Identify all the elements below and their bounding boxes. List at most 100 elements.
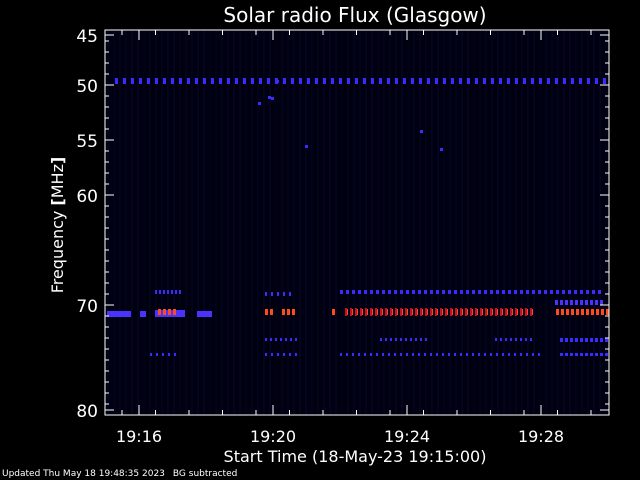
- noise-dot: [276, 80, 279, 83]
- time-stripe: [473, 30, 475, 415]
- band-68-mhz: [598, 290, 601, 294]
- time-stripe: [311, 30, 313, 415]
- noise-dot: [420, 130, 423, 133]
- time-stripe: [281, 30, 283, 415]
- noise-dot: [258, 102, 261, 105]
- time-stripe: [377, 30, 379, 415]
- band-68-mhz: [155, 290, 157, 294]
- time-stripe: [335, 30, 337, 415]
- band-70-5-mhz-red: [591, 309, 594, 315]
- y-axis-bracket-open: [: [48, 198, 67, 205]
- band-49-5-mhz: [443, 78, 446, 84]
- band-70-5-mhz-red: [566, 309, 569, 315]
- band-69-mhz: [565, 300, 568, 305]
- band-49-5-mhz: [419, 78, 422, 84]
- band-68-mhz: [490, 290, 493, 294]
- band-74-mhz: [364, 353, 366, 356]
- x-ticks: 19:16 19:20 19:24 19:28: [116, 30, 592, 446]
- time-stripe: [389, 30, 391, 415]
- band-68-mhz: [550, 290, 553, 294]
- band-74-mhz: [370, 353, 372, 356]
- band-73-mhz: [515, 338, 517, 341]
- band-49-5-mhz: [475, 78, 478, 84]
- band-73-mhz: [275, 338, 277, 341]
- band-70-5-mhz-dark: [370, 308, 372, 316]
- band-68-mhz: [556, 290, 559, 294]
- band-49-5-mhz: [195, 78, 198, 84]
- band-73-mhz: [505, 338, 507, 341]
- band-49-5-mhz: [211, 78, 214, 84]
- y-axis-label-text: Frequency: [48, 206, 67, 294]
- band-73-mhz: [410, 338, 412, 341]
- band-74-mhz: [265, 353, 267, 356]
- footer-note: BG subtracted: [172, 469, 238, 479]
- band-73-mhz: [380, 338, 382, 341]
- time-stripe: [395, 30, 397, 415]
- band-70-5-mhz-dark: [495, 308, 497, 316]
- time-stripe: [353, 30, 355, 415]
- band-73-mhz: [520, 338, 522, 341]
- band-73-mhz: [600, 338, 603, 342]
- band-68-mhz: [271, 292, 273, 296]
- band-49-5-mhz: [515, 78, 518, 84]
- band-73-mhz: [405, 338, 407, 341]
- time-stripe: [497, 30, 499, 415]
- band-70-5-mhz-dark: [375, 308, 377, 316]
- band-49-5-mhz: [427, 78, 430, 84]
- time-stripe: [515, 30, 517, 415]
- time-stripe: [383, 30, 385, 415]
- band-70-5-mhz-dark: [420, 308, 422, 316]
- time-stripe: [413, 30, 415, 415]
- band-74-mhz: [508, 353, 510, 356]
- band-70-5-mhz-red: [586, 309, 589, 315]
- band-73-mhz: [420, 338, 422, 341]
- time-stripe: [149, 30, 151, 415]
- band-70-5-mhz-dark: [520, 308, 522, 316]
- band-70-5-mhz-dark: [415, 308, 417, 316]
- band-49-5-mhz: [523, 78, 526, 84]
- band-73-mhz: [580, 338, 583, 342]
- band-68-mhz: [430, 290, 433, 294]
- band-74-mhz: [565, 353, 568, 356]
- time-stripe: [197, 30, 199, 415]
- time-stripe: [161, 30, 163, 415]
- time-stripe: [479, 30, 481, 415]
- band-68-mhz: [448, 290, 451, 294]
- band-73-mhz: [575, 338, 578, 342]
- band-69-mhz: [595, 300, 598, 305]
- band-69-mhz: [580, 300, 583, 305]
- band-49-5-mhz: [307, 78, 310, 84]
- band-70-5-mhz-dark: [465, 308, 467, 316]
- band-70-5-mhz-dark: [360, 308, 362, 316]
- band-74-mhz: [382, 353, 384, 356]
- band-69-mhz: [590, 300, 593, 305]
- band-70-5-mhz-dark: [405, 308, 407, 316]
- band-68-mhz: [418, 290, 421, 294]
- y-axis-label-unit: MHz: [48, 164, 67, 198]
- band-70-5-mhz-red: [292, 309, 295, 315]
- band-73-mhz: [510, 338, 512, 341]
- x-tick-label: 19:28: [518, 427, 564, 446]
- band-74-mhz: [442, 353, 444, 356]
- band-69-mhz: [555, 300, 558, 305]
- band-49-5-mhz: [331, 78, 334, 84]
- band-49-5-mhz: [379, 78, 382, 84]
- band-68-mhz: [406, 290, 409, 294]
- time-stripe: [257, 30, 259, 415]
- band-68-mhz: [358, 290, 361, 294]
- band-70-5-mhz-dark: [350, 308, 352, 316]
- time-stripe: [527, 30, 529, 415]
- band-49-5-mhz: [131, 78, 134, 84]
- band-49-5-mhz: [603, 78, 606, 84]
- time-stripe: [539, 30, 541, 415]
- band-68-mhz: [580, 290, 583, 294]
- time-stripe: [503, 30, 505, 415]
- band-70-5-mhz-red: [596, 309, 599, 315]
- band-73-mhz: [530, 338, 532, 341]
- band-49-5-mhz: [155, 78, 158, 84]
- y-tick-label: 55: [76, 132, 98, 152]
- band-70-mhz-blue: [107, 311, 131, 317]
- band-68-mhz: [283, 292, 285, 296]
- band-74-mhz: [430, 353, 432, 356]
- band-49-5-mhz: [579, 78, 582, 84]
